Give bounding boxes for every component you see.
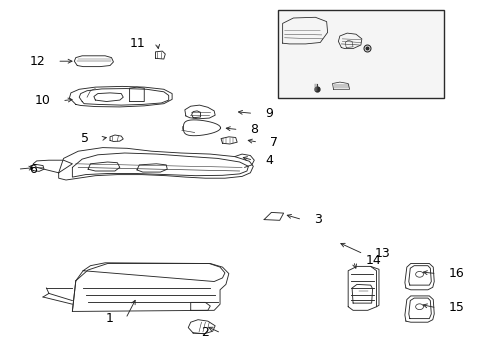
Text: 9: 9 [264,107,272,120]
Bar [277,10,443,98]
Text: 7: 7 [269,136,277,149]
Text: 8: 8 [250,123,258,136]
Text: 14: 14 [365,255,380,267]
Text: 11: 11 [130,37,145,50]
Text: 4: 4 [264,154,272,167]
Text: 10: 10 [35,94,50,107]
Text: 1: 1 [106,312,114,325]
Text: 2: 2 [201,327,209,339]
Text: 15: 15 [447,301,463,314]
Text: 13: 13 [374,247,390,260]
Text: 5: 5 [81,132,89,145]
Text: 6: 6 [29,163,37,176]
Text: 12: 12 [30,55,45,68]
Text: 16: 16 [447,267,463,280]
Text: 3: 3 [313,213,321,226]
